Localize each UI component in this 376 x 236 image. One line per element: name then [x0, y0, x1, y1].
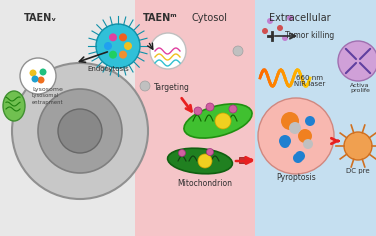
Circle shape: [279, 135, 291, 147]
Text: TAENᵥ: TAENᵥ: [23, 13, 56, 23]
FancyBboxPatch shape: [255, 0, 376, 236]
Circle shape: [38, 89, 122, 173]
Text: Pyroptosis: Pyroptosis: [276, 173, 316, 182]
Circle shape: [150, 33, 186, 69]
Ellipse shape: [168, 148, 232, 174]
Circle shape: [295, 151, 305, 161]
Bar: [239, 157, 247, 163]
Circle shape: [38, 76, 44, 84]
Circle shape: [262, 28, 268, 34]
Circle shape: [119, 51, 127, 59]
Circle shape: [119, 33, 127, 41]
Circle shape: [179, 149, 185, 156]
Text: Lysosomal
entrapment: Lysosomal entrapment: [32, 93, 64, 105]
Circle shape: [124, 42, 132, 50]
Circle shape: [287, 15, 293, 21]
Circle shape: [32, 76, 38, 83]
Ellipse shape: [184, 104, 252, 138]
Circle shape: [29, 69, 36, 76]
Circle shape: [289, 122, 301, 134]
Text: 660 nm
NIR laser: 660 nm NIR laser: [294, 75, 326, 88]
Circle shape: [258, 98, 334, 174]
FancyBboxPatch shape: [0, 0, 135, 236]
Circle shape: [233, 46, 243, 56]
Text: TAENᵐ: TAENᵐ: [143, 13, 177, 23]
Circle shape: [281, 112, 299, 130]
Circle shape: [109, 33, 117, 41]
Circle shape: [229, 105, 237, 113]
Circle shape: [140, 81, 150, 91]
Text: Targeting: Targeting: [154, 84, 190, 93]
Circle shape: [58, 109, 102, 153]
Text: Lysosome: Lysosome: [32, 87, 63, 92]
Wedge shape: [280, 138, 289, 148]
Text: Endocytosis: Endocytosis: [87, 66, 129, 72]
Text: Extracellular: Extracellular: [269, 13, 331, 23]
Circle shape: [344, 132, 372, 160]
Circle shape: [198, 154, 212, 168]
Circle shape: [277, 25, 283, 31]
Circle shape: [303, 139, 313, 149]
Text: DC pre: DC pre: [346, 168, 370, 174]
Circle shape: [206, 148, 214, 156]
Circle shape: [267, 18, 273, 24]
Text: Cytosol: Cytosol: [192, 13, 228, 23]
Circle shape: [298, 129, 312, 143]
Circle shape: [12, 63, 148, 199]
Circle shape: [206, 103, 214, 111]
Circle shape: [215, 113, 231, 129]
Circle shape: [39, 68, 47, 76]
Text: Tumor killing: Tumor killing: [285, 31, 335, 41]
Text: Mitochondrion: Mitochondrion: [177, 180, 232, 189]
Circle shape: [96, 24, 140, 68]
Circle shape: [109, 51, 117, 59]
Text: Activa
prolife: Activa prolife: [350, 83, 370, 93]
Circle shape: [305, 116, 315, 126]
Circle shape: [104, 42, 112, 50]
Circle shape: [338, 41, 376, 81]
Circle shape: [194, 107, 202, 115]
FancyBboxPatch shape: [135, 0, 255, 236]
Wedge shape: [293, 154, 303, 163]
Circle shape: [20, 58, 56, 94]
Circle shape: [282, 35, 288, 41]
Ellipse shape: [3, 91, 25, 121]
